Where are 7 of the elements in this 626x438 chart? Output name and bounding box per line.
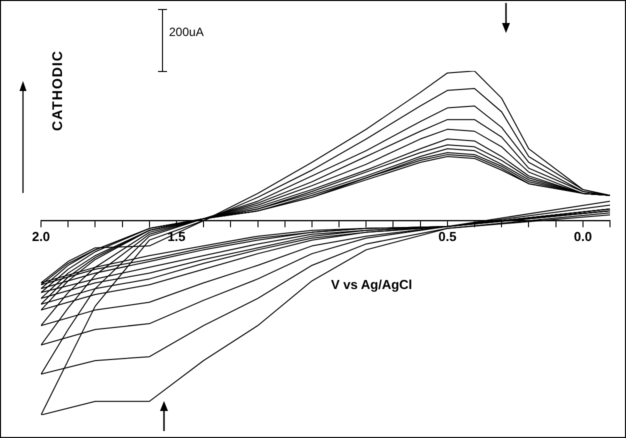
x-tick-label: 2.0 xyxy=(32,229,50,244)
x-tick-label: 1.5 xyxy=(167,229,186,244)
x-axis-title: V vs Ag/AgCl xyxy=(331,277,412,292)
y-axis-title: CATHODIC xyxy=(49,50,65,131)
x-tick-label: 0.0 xyxy=(574,229,592,244)
text: 200uA xyxy=(169,25,204,39)
x-tick-label: 0.5 xyxy=(438,229,456,244)
